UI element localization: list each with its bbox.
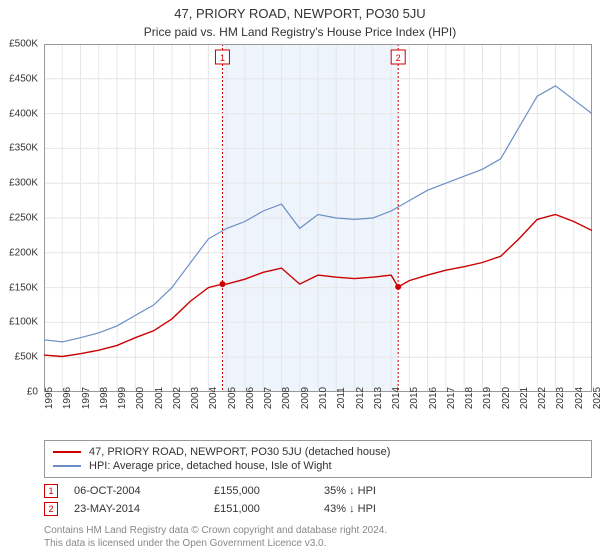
- x-tick-label: 1998: [99, 387, 110, 409]
- x-tick-label: 2021: [519, 387, 530, 409]
- y-tick-label: £300K: [9, 178, 38, 189]
- x-tick-label: 2016: [428, 387, 439, 409]
- x-tick-label: 2008: [281, 387, 292, 409]
- transaction-row: 2 23-MAY-2014£151,00043% ↓ HPI: [44, 500, 592, 518]
- footer-attribution: Contains HM Land Registry data © Crown c…: [44, 524, 592, 550]
- y-tick-label: £200K: [9, 247, 38, 258]
- svg-text:2: 2: [396, 53, 401, 63]
- x-tick-label: 2011: [336, 387, 347, 409]
- x-tick-label: 1999: [117, 387, 128, 409]
- x-tick-label: 2007: [263, 387, 274, 409]
- x-tick-label: 2009: [300, 387, 311, 409]
- x-tick-label: 2010: [318, 387, 329, 409]
- transaction-marker: 2: [44, 502, 58, 516]
- y-axis: £0£50K£100K£150K£200K£250K£300K£350K£400…: [0, 44, 42, 392]
- transaction-date: 23-MAY-2014: [74, 503, 214, 515]
- transaction-date: 06-OCT-2004: [74, 485, 214, 497]
- y-tick-label: £150K: [9, 282, 38, 293]
- x-tick-label: 2002: [172, 387, 183, 409]
- price-chart: 12: [44, 44, 592, 392]
- y-tick-label: £250K: [9, 213, 38, 224]
- footer-line-2: This data is licensed under the Open Gov…: [44, 537, 592, 550]
- x-tick-label: 2022: [537, 387, 548, 409]
- y-tick-label: £500K: [9, 39, 38, 50]
- x-tick-label: 2005: [227, 387, 238, 409]
- x-tick-label: 2025: [592, 387, 600, 409]
- x-tick-label: 2003: [190, 387, 201, 409]
- transaction-row: 1 06-OCT-2004£155,00035% ↓ HPI: [44, 482, 592, 500]
- x-tick-label: 1997: [81, 387, 92, 409]
- x-tick-label: 2001: [154, 387, 165, 409]
- x-tick-label: 2024: [574, 387, 585, 409]
- footer-line-1: Contains HM Land Registry data © Crown c…: [44, 524, 592, 537]
- transaction-pct: 43% ↓ HPI: [324, 503, 444, 515]
- transactions-table: 1 06-OCT-2004£155,00035% ↓ HPI 2 23-MAY-201…: [44, 482, 592, 518]
- x-tick-label: 1995: [44, 387, 55, 409]
- y-tick-label: £0: [27, 387, 38, 398]
- svg-text:1: 1: [220, 53, 225, 63]
- y-tick-label: £400K: [9, 108, 38, 119]
- page-title: 47, PRIORY ROAD, NEWPORT, PO30 5JU: [0, 0, 600, 21]
- y-tick-label: £100K: [9, 317, 38, 328]
- x-tick-label: 2019: [482, 387, 493, 409]
- x-tick-label: 2004: [208, 387, 219, 409]
- x-tick-label: 2018: [464, 387, 475, 409]
- x-tick-label: 2000: [135, 387, 146, 409]
- x-tick-label: 2014: [391, 387, 402, 409]
- x-tick-label: 2012: [355, 387, 366, 409]
- legend-swatch: [53, 451, 81, 453]
- legend-item: 47, PRIORY ROAD, NEWPORT, PO30 5JU (deta…: [53, 445, 583, 459]
- x-axis: 1995199619971998199920002001200220032004…: [44, 396, 592, 436]
- x-tick-label: 1996: [62, 387, 73, 409]
- x-tick-label: 2015: [409, 387, 420, 409]
- transaction-marker: 1: [44, 484, 58, 498]
- transaction-price: £155,000: [214, 485, 324, 497]
- y-tick-label: £50K: [15, 352, 38, 363]
- x-tick-label: 2013: [373, 387, 384, 409]
- x-tick-label: 2006: [245, 387, 256, 409]
- transaction-price: £151,000: [214, 503, 324, 515]
- legend-item: HPI: Average price, detached house, Isle…: [53, 459, 583, 473]
- x-tick-label: 2023: [555, 387, 566, 409]
- y-tick-label: £450K: [9, 73, 38, 84]
- legend: 47, PRIORY ROAD, NEWPORT, PO30 5JU (deta…: [44, 440, 592, 478]
- legend-swatch: [53, 465, 81, 467]
- legend-label: 47, PRIORY ROAD, NEWPORT, PO30 5JU (deta…: [89, 446, 390, 458]
- chart-svg: 12: [44, 44, 592, 392]
- x-tick-label: 2017: [446, 387, 457, 409]
- legend-label: HPI: Average price, detached house, Isle…: [89, 460, 332, 472]
- y-tick-label: £350K: [9, 143, 38, 154]
- x-tick-label: 2020: [501, 387, 512, 409]
- transaction-pct: 35% ↓ HPI: [324, 485, 444, 497]
